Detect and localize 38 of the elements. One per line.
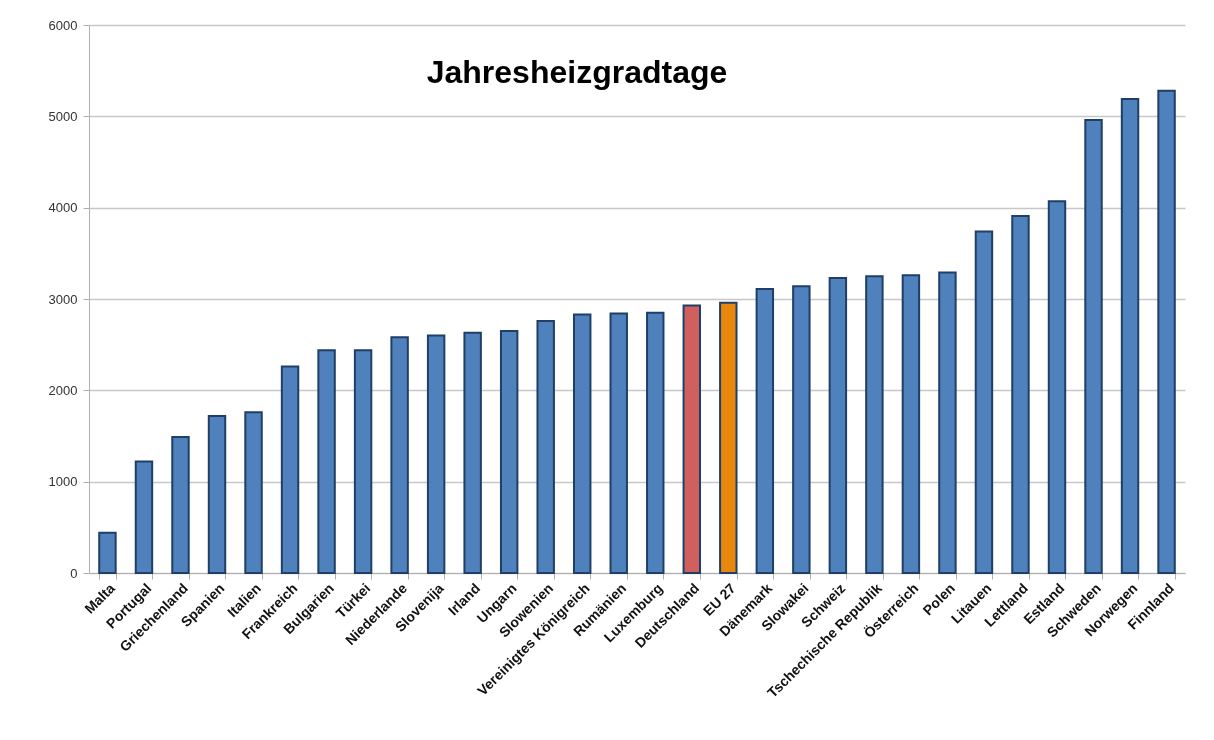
bar	[974, 230, 994, 574]
y-tick-label: 1000	[48, 474, 78, 490]
bar	[755, 287, 775, 574]
bar	[353, 349, 373, 574]
bar	[828, 276, 848, 574]
y-tick-label: 5000	[48, 108, 78, 124]
bar	[573, 313, 592, 574]
bar	[1011, 214, 1030, 574]
bar	[1047, 200, 1067, 574]
bar	[499, 329, 519, 574]
bar	[1120, 97, 1140, 574]
bar	[682, 304, 701, 574]
bar	[719, 301, 738, 574]
text: Jahresheizgradtage	[426, 54, 728, 90]
bar	[207, 414, 227, 574]
y-tick-label: 4000	[48, 200, 78, 216]
y-tick-label: 0	[70, 565, 78, 581]
bar	[171, 435, 190, 574]
bar	[463, 331, 482, 574]
bar	[536, 319, 555, 574]
y-tick-label: 6000	[48, 17, 78, 33]
bar	[865, 275, 884, 574]
bar	[792, 285, 811, 574]
bar	[244, 411, 263, 574]
bar	[390, 336, 409, 574]
bar	[317, 349, 336, 574]
bar	[280, 365, 300, 574]
bar	[609, 312, 628, 574]
bar	[426, 334, 446, 574]
bar	[1157, 89, 1176, 574]
y-tick-label: 3000	[48, 291, 78, 307]
bar	[98, 531, 117, 574]
bar	[938, 271, 957, 574]
bar	[646, 311, 665, 574]
y-tick-label: 2000	[48, 382, 78, 398]
bar	[134, 460, 154, 574]
bar	[901, 274, 921, 574]
bar	[1084, 118, 1103, 574]
